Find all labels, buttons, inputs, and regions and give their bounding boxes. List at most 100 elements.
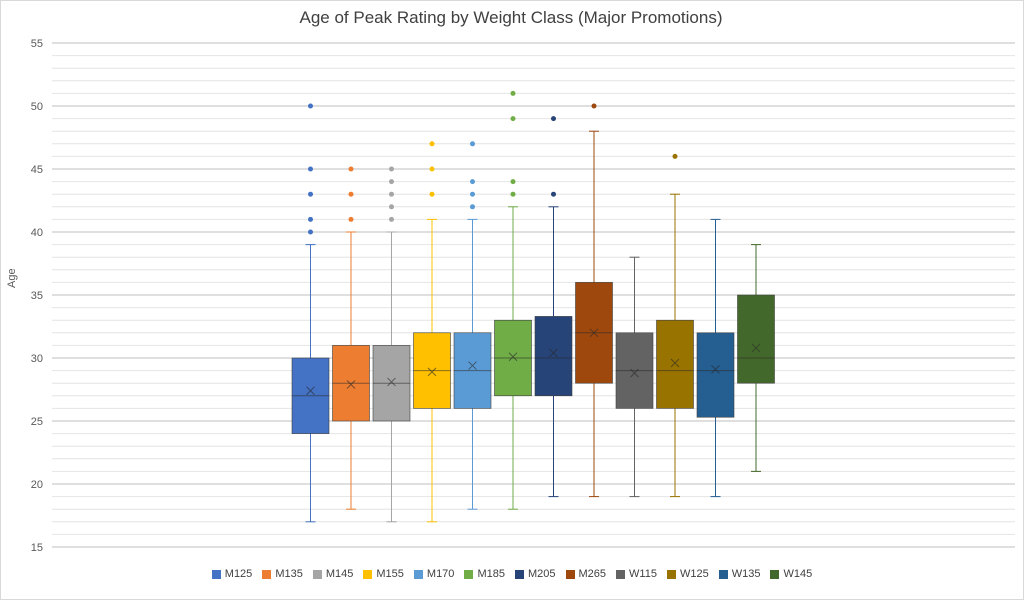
legend-item-m265: M265: [565, 568, 607, 580]
box-w115: [615, 256, 654, 498]
mean-marker: [630, 368, 639, 378]
legend-label: W145: [783, 568, 813, 580]
legend-swatch: [514, 569, 524, 579]
legend-label: W135: [731, 568, 761, 580]
outlier-point: [591, 103, 597, 109]
outlier-point: [308, 103, 313, 109]
outlier-point: [389, 191, 394, 197]
box-m265: [575, 103, 613, 498]
legend-item-m135: M135: [262, 568, 303, 580]
y-tick-label: 30: [31, 353, 43, 365]
legend-item-m205: M205: [514, 568, 556, 580]
legend-swatch: [312, 569, 322, 579]
outlier-point: [429, 141, 435, 147]
y-tick-label: 25: [31, 416, 43, 428]
legend-label: M205: [527, 568, 556, 580]
chart-title: Age of Peak Rating by Weight Class (Majo…: [299, 8, 723, 27]
outlier-point: [348, 216, 354, 222]
legend-item-w135: W135: [718, 568, 761, 580]
legend-swatch: [666, 569, 676, 579]
box-m135: [332, 166, 370, 510]
outlier-point: [551, 116, 556, 122]
outlier-point: [389, 166, 394, 172]
legend-swatch: [565, 569, 575, 579]
mean-marker: [751, 343, 761, 353]
outlier-point: [389, 204, 394, 210]
box-m205: [534, 116, 573, 498]
mean-marker: [670, 358, 680, 368]
outlier-point: [429, 166, 435, 172]
legend-swatch: [616, 569, 626, 579]
box-m170: [453, 141, 492, 510]
legend-swatch: [718, 569, 728, 579]
outlier-point: [429, 191, 435, 197]
iqr-box: [534, 316, 573, 397]
outlier-point: [470, 141, 475, 147]
outlier-point: [389, 216, 394, 222]
legend-item-m170: M170: [413, 568, 455, 580]
outlier-point: [510, 179, 516, 185]
mean-marker: [468, 361, 477, 370]
legend-label: M145: [325, 568, 354, 580]
y-tick-label: 40: [31, 227, 43, 239]
outlier-point: [308, 191, 313, 197]
outlier-point: [308, 229, 313, 235]
legend-item-w115: W115: [616, 568, 657, 580]
legend-item-m155: M155: [363, 568, 404, 580]
legend-label: M265: [578, 568, 607, 580]
outlier-point: [389, 179, 394, 185]
outlier-point: [510, 116, 516, 122]
legend-label: M170: [426, 568, 455, 580]
mean-marker: [549, 348, 558, 358]
outlier-point: [672, 153, 678, 159]
outlier-point: [510, 191, 516, 197]
mean-marker: [427, 367, 437, 377]
iqr-box: [696, 332, 735, 418]
outlier-point: [470, 204, 475, 210]
legend: M125 M135 M145 M155 M170 M185 M205 M265 W115 W125…: [0, 568, 1024, 580]
outlier-point: [470, 179, 475, 185]
legend-label: M135: [275, 568, 303, 580]
mean-marker: [306, 386, 315, 396]
legend-item-w125: W125: [666, 568, 709, 580]
mean-marker: [346, 380, 356, 389]
iqr-box: [656, 319, 694, 409]
mean-marker: [589, 328, 599, 338]
box-m145: [372, 166, 411, 523]
outlier-point: [348, 191, 354, 197]
legend-swatch: [770, 569, 780, 579]
plot-area: 15 20 25 30 35 40 45 50 55: [31, 38, 1015, 554]
legend-label: W115: [629, 568, 657, 580]
y-tick-label: 50: [31, 101, 43, 113]
box-m155: [413, 141, 451, 523]
y-tick-label: 20: [31, 479, 43, 491]
box-w145: [737, 244, 775, 472]
legend-swatch: [413, 569, 423, 579]
outlier-point: [308, 166, 313, 172]
legend-swatch: [262, 569, 272, 579]
y-tick-label: 15: [31, 542, 43, 554]
legend-swatch: [464, 569, 474, 579]
legend-item-w145: W145: [770, 568, 812, 580]
mean-marker: [387, 377, 396, 387]
legend-item-m125: M125: [211, 568, 253, 580]
legend-label: M185: [477, 568, 505, 580]
y-tick-label: 35: [31, 290, 43, 302]
legend-label: M125: [224, 568, 253, 580]
legend-item-m185: M185: [464, 568, 505, 580]
y-tick-label: 45: [31, 164, 43, 176]
mean-marker: [508, 352, 518, 362]
mean-marker: [711, 364, 720, 374]
outlier-point: [510, 90, 516, 96]
y-tick-label: 55: [31, 38, 43, 50]
outlier-point: [551, 191, 556, 197]
outlier-point: [470, 191, 475, 197]
box-w125: [656, 153, 694, 498]
box-series: [291, 90, 775, 523]
gridlines: [52, 42, 1015, 548]
box-w135: [696, 218, 735, 498]
legend-item-m145: M145: [312, 568, 354, 580]
legend-label: M155: [376, 568, 404, 580]
legend-swatch: [363, 569, 373, 579]
legend-swatch: [211, 569, 221, 579]
